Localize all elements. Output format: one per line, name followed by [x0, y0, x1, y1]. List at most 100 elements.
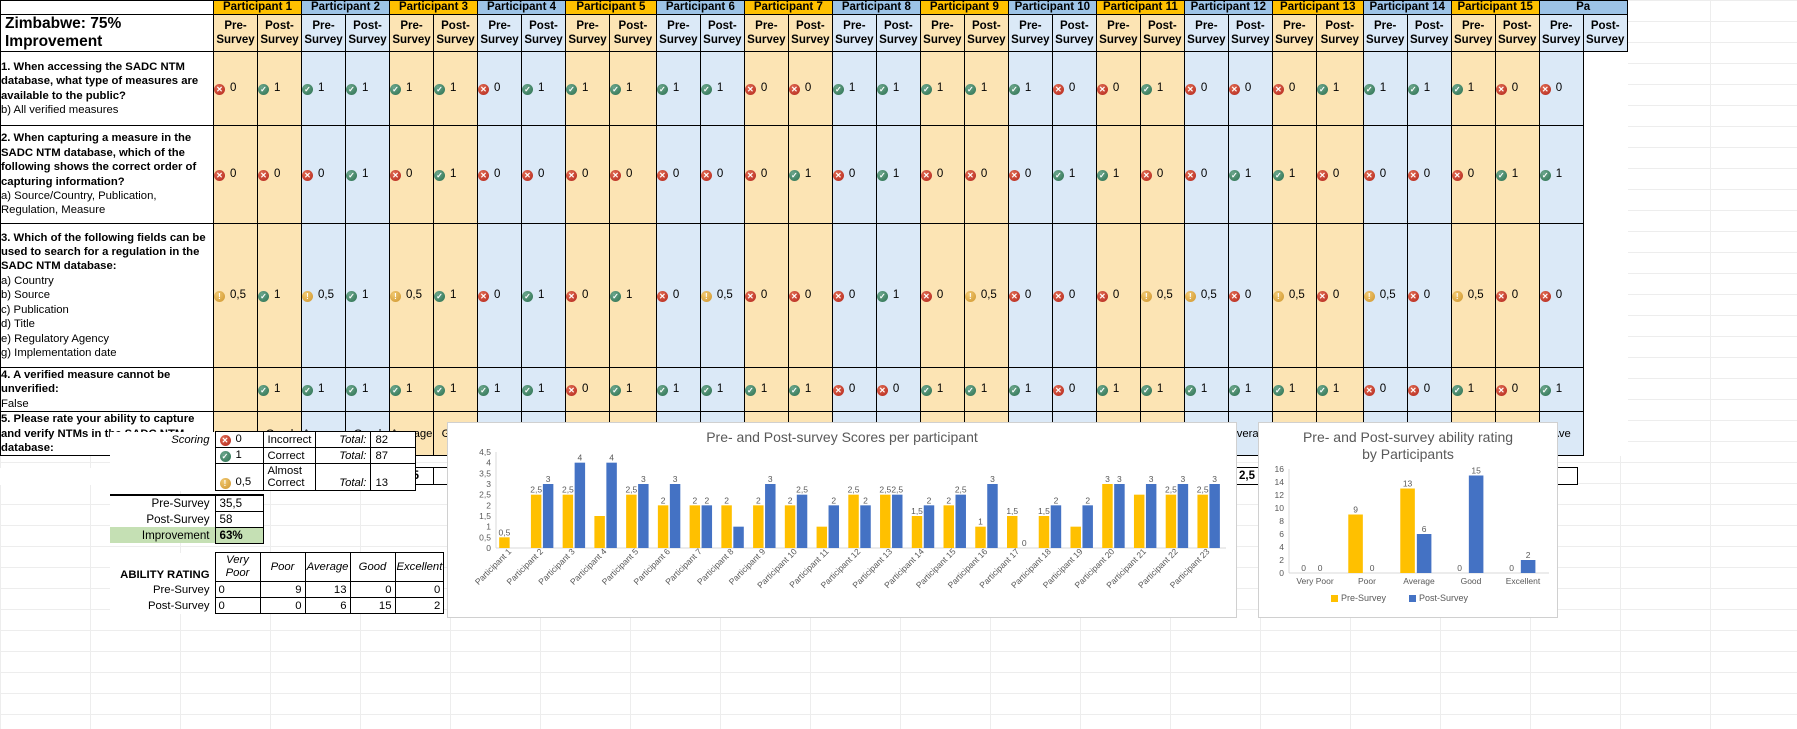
score-value: 1: [1024, 383, 1032, 396]
score-value: 1: [274, 289, 281, 301]
score-value: 0,5: [1467, 289, 1484, 301]
score-value: 0: [848, 289, 856, 301]
post-survey-header: Post- Survey: [345, 14, 390, 52]
correct-icon: ✓: [1539, 170, 1551, 181]
score-value: 1: [450, 168, 457, 180]
score-value: 0: [1024, 168, 1032, 180]
svg-text:16: 16: [1275, 464, 1285, 474]
score-cell: ! 0,5: [1271, 223, 1317, 368]
score-value: 1: [362, 383, 369, 396]
incorrect-icon: ✕: [744, 170, 756, 181]
score-value: 0: [1511, 289, 1519, 301]
incorrect-icon: ✕: [1539, 84, 1551, 95]
incorrect-icon: ✕: [832, 385, 844, 397]
incorrect-icon: ✕: [566, 170, 577, 181]
incorrect-icon: ✕: [1495, 385, 1507, 397]
svg-text:0: 0: [486, 543, 491, 553]
svg-text:13: 13: [1403, 479, 1413, 489]
score-value: 1: [980, 383, 988, 396]
scores-chart-title: Pre- and Post-survey Scores per particip…: [706, 429, 978, 445]
score-cell: ✕ 0: [655, 125, 701, 224]
score-cell: ✕ 0: [1406, 223, 1452, 368]
svg-text:2: 2: [946, 495, 951, 505]
score-cell: ✕ 0: [1095, 51, 1141, 126]
score-value: 1: [318, 82, 325, 94]
score-cell: ✓ 1: [1095, 125, 1141, 224]
score-cell: ✓ 1: [1406, 51, 1452, 126]
score-cell: ✕ 0: [1051, 223, 1097, 368]
svg-text:3: 3: [1117, 474, 1122, 484]
score-value: 1: [716, 383, 724, 396]
score-cell: ✓ 1: [1227, 125, 1273, 224]
score-cell: ✕ 0: [919, 223, 965, 368]
score-value: 1: [362, 168, 369, 180]
score-value: 1: [892, 82, 900, 94]
svg-text:3: 3: [641, 474, 646, 484]
score-value: 1: [450, 82, 457, 94]
score-cell: ✓ 1: [345, 125, 390, 224]
score-value: 1: [848, 82, 856, 94]
incorrect-icon: ✕: [1407, 170, 1419, 181]
svg-text:1,5: 1,5: [1006, 506, 1018, 516]
corner-cell: [0, 0, 214, 15]
score-value: 0: [760, 289, 768, 301]
score-value: 0: [1467, 168, 1475, 180]
score-value: 0: [1511, 383, 1519, 396]
incorrect-icon: ✕: [920, 291, 932, 302]
svg-text:2,5: 2,5: [796, 485, 808, 495]
post-survey-header: Post- Survey: [787, 14, 833, 52]
score-cell: ✓ 1: [655, 51, 701, 126]
svg-text:0: 0: [1457, 563, 1462, 573]
score-cell: ✕ 0: [1406, 366, 1452, 413]
score-value: 0: [1555, 82, 1563, 94]
scoring-total-label: Total:: [315, 463, 372, 491]
incorrect-icon: ✕: [656, 170, 668, 181]
incorrect-icon: ✕: [219, 435, 231, 446]
score-value: 1: [936, 82, 944, 94]
correct-icon: ✓: [346, 170, 357, 181]
correct-icon: ✓: [1228, 385, 1240, 397]
score-value: 0,5: [1156, 289, 1173, 301]
svg-text:0,5: 0,5: [479, 532, 491, 542]
pre-survey-header: Pre- Survey: [477, 14, 522, 52]
score-cell: ✓ 1: [433, 125, 478, 224]
score-value: 0: [716, 168, 724, 180]
table-row: 3. Which of the following fields can be …: [0, 223, 1628, 368]
incorrect-icon: ✕: [1539, 291, 1551, 302]
score-value: 0: [406, 168, 413, 180]
score-cell: ✓ 1: [743, 366, 789, 413]
score-cell: ✓ 1: [787, 125, 833, 224]
correct-icon: ✓: [1539, 385, 1551, 397]
score-value: 0: [1112, 82, 1120, 94]
score-value: 0: [1112, 289, 1120, 301]
correct-icon: ✓: [964, 385, 976, 397]
incorrect-icon: ✕: [832, 170, 844, 181]
score-cell: ✓ 1: [257, 51, 302, 126]
score-cell: ! 0,5: [1362, 223, 1408, 368]
score-value: 1: [1423, 82, 1431, 94]
ability-cell: 6: [304, 597, 351, 614]
incorrect-icon: ✕: [700, 170, 712, 181]
svg-text:Good: Good: [1461, 576, 1482, 586]
score-value: 0: [1555, 289, 1563, 301]
post-survey-header: Post- Survey: [1582, 14, 1628, 52]
ability-chart: Pre- and Post-survey ability rating by Pa…: [1258, 422, 1558, 618]
scoring-meaning: Correct: [262, 447, 317, 464]
svg-text:3,5: 3,5: [479, 468, 491, 478]
incorrect-icon: ✕: [1228, 291, 1240, 302]
correct-icon: ✓: [302, 385, 313, 397]
svg-text:2,5: 2,5: [1165, 485, 1177, 495]
score-value: 0: [1423, 289, 1431, 301]
svg-text:0,5: 0,5: [498, 527, 510, 537]
incorrect-icon: ✕: [1272, 84, 1284, 95]
incorrect-icon: ✕: [1008, 170, 1020, 181]
score-cell: ✕ 0: [1183, 51, 1229, 126]
incorrect-icon: ✕: [1096, 291, 1108, 302]
score-cell: ✕ 0: [565, 223, 610, 368]
correct-icon: ✓: [920, 385, 932, 397]
post-survey-header: Post- Survey: [963, 14, 1009, 52]
svg-text:3: 3: [1105, 474, 1110, 484]
incorrect-icon: ✕: [1096, 84, 1108, 95]
svg-text:0: 0: [1301, 563, 1306, 573]
score-cell: ✓ 1: [875, 51, 921, 126]
